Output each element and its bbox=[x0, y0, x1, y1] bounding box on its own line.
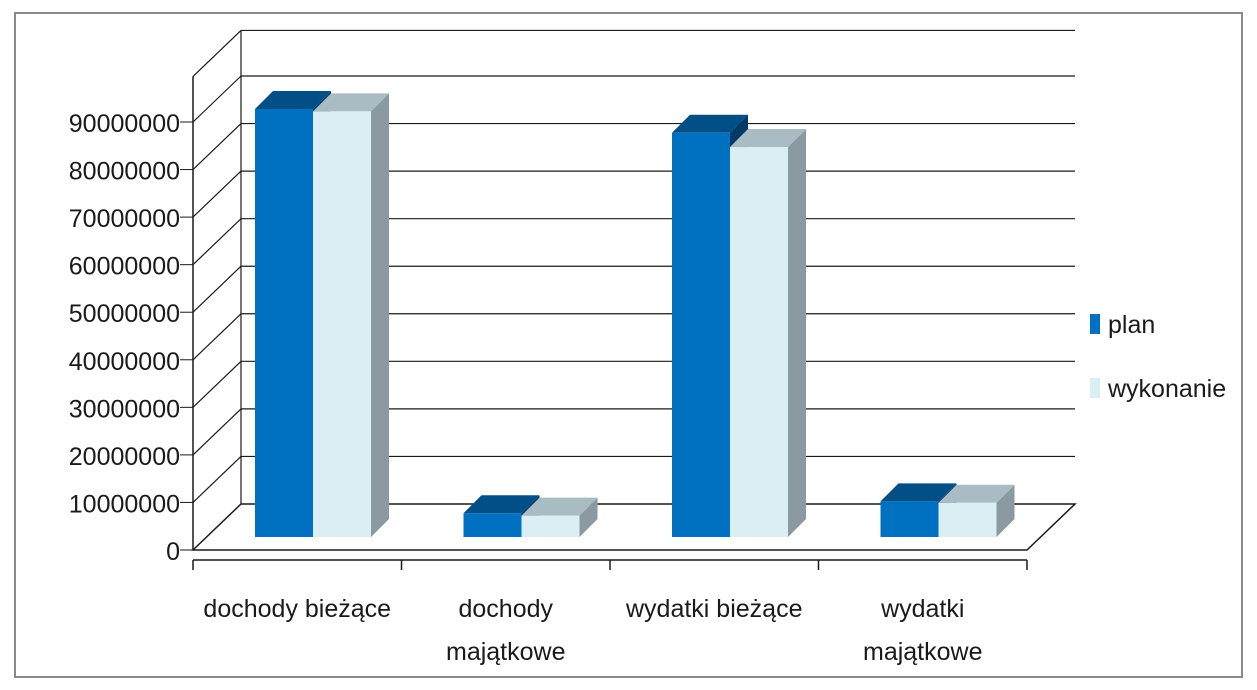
bar bbox=[521, 515, 580, 537]
legend-label: wykonanie bbox=[1107, 375, 1226, 403]
bar-top bbox=[463, 495, 540, 514]
y-tick-label: 70000000 bbox=[69, 205, 180, 233]
bar-top bbox=[938, 484, 1015, 503]
wall-gridline bbox=[192, 456, 242, 503]
wall-gridline bbox=[192, 75, 242, 123]
wall-gridline bbox=[192, 360, 242, 408]
y-tick-label: 30000000 bbox=[69, 395, 180, 423]
wall-gridline bbox=[192, 313, 242, 361]
x-tick-label: majątkowe bbox=[863, 638, 983, 666]
x-tick-label: wydatki bbox=[880, 595, 964, 623]
y-tick-label: 20000000 bbox=[69, 443, 180, 471]
y-tick-label: 60000000 bbox=[69, 253, 180, 281]
bar-top bbox=[672, 114, 748, 133]
bar bbox=[672, 132, 730, 537]
y-tick-label: 50000000 bbox=[69, 300, 180, 328]
bar-top bbox=[313, 93, 389, 112]
wall-gridline bbox=[192, 218, 242, 266]
bars bbox=[255, 91, 1015, 538]
chart-floor bbox=[191, 503, 1077, 551]
bar-side bbox=[996, 484, 1015, 537]
bar bbox=[730, 147, 788, 538]
y-tick-label: 80000000 bbox=[69, 158, 180, 186]
bar bbox=[255, 109, 313, 537]
wall-gridline bbox=[192, 30, 242, 77]
bar-top bbox=[255, 91, 331, 109]
bar-side bbox=[579, 497, 598, 537]
floor-plane bbox=[191, 503, 1077, 551]
bar bbox=[938, 502, 997, 537]
bar-top bbox=[521, 497, 598, 516]
bar-side bbox=[371, 93, 389, 537]
axes: 0 10000000 20000000 30000000 40000000 5000000… bbox=[69, 76, 1028, 666]
x-tick-label: wydatki bieżące bbox=[625, 595, 802, 623]
x-tick-label: majątkowe bbox=[446, 638, 566, 666]
x-tick-label: dochody bbox=[458, 595, 553, 623]
bar bbox=[463, 513, 522, 537]
y-tick-label: 0 bbox=[166, 538, 180, 566]
wall-gridline bbox=[192, 170, 242, 218]
y-tick-label: 90000000 bbox=[69, 110, 180, 138]
legend-label: plan bbox=[1108, 311, 1155, 339]
legend-swatch bbox=[1090, 378, 1100, 398]
y-tick-label: 10000000 bbox=[69, 490, 180, 518]
y-tick-label: 40000000 bbox=[69, 348, 180, 376]
bar-top bbox=[730, 129, 806, 148]
legend: plan wykonanie bbox=[1090, 311, 1226, 403]
wall-gridline bbox=[192, 265, 242, 313]
bar-top bbox=[880, 483, 957, 502]
x-tick-label: dochody bieżące bbox=[203, 595, 391, 623]
bar bbox=[880, 501, 939, 537]
legend-swatch bbox=[1090, 314, 1100, 334]
bar bbox=[313, 111, 371, 537]
wall-gridline bbox=[192, 408, 242, 456]
bar-side bbox=[788, 129, 806, 538]
wall-gridline bbox=[192, 123, 242, 170]
